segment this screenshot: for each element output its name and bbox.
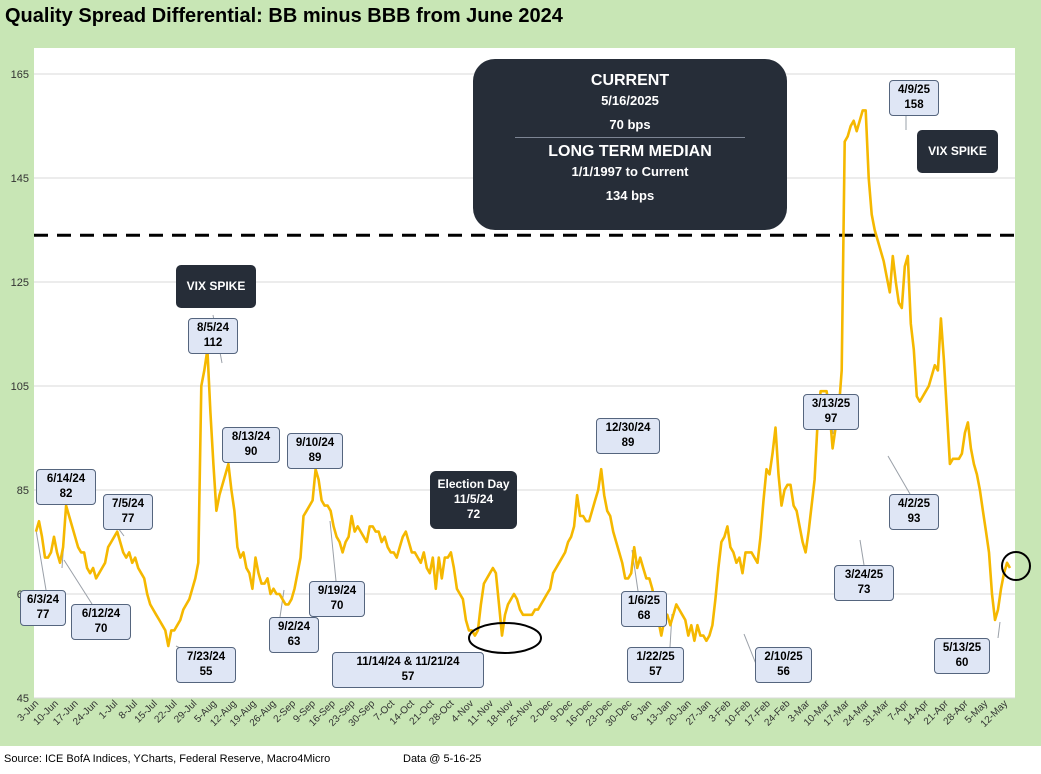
annotation-callout: 4/9/25 158 — [889, 80, 939, 116]
annotation-date: 7/5/24 — [112, 498, 144, 510]
annotation-callout: 6/3/24 77 — [20, 590, 66, 626]
annotation-date: 2/10/25 — [764, 651, 803, 663]
median-range: 1/1/1997 to Current — [571, 164, 689, 179]
y-tick-label: 165 — [11, 69, 29, 81]
leader-line — [63, 559, 93, 605]
y-tick-label: 45 — [17, 693, 29, 705]
annotation-date: 4/2/25 — [898, 498, 930, 510]
x-axis-ticks: 3-Jun10-Jun17-Jun24-Jun1-Jul8-Jul15-Jul2… — [16, 698, 1010, 730]
annotation-callout: 12/30/24 89 — [596, 418, 660, 454]
source-note: Source: ICE BofA Indices, YCharts, Feder… — [4, 753, 331, 765]
current-label: CURRENT — [590, 72, 670, 89]
annotation-label: Election Day — [437, 477, 510, 491]
annotation-value: 77 — [36, 609, 50, 621]
annotation-callout: 6/14/24 82 — [36, 469, 96, 505]
summary-box: CURRENT 5/16/2025 70 bps LONG TERM MEDIA… — [473, 59, 787, 230]
annotation-callout: 7/5/24 77 — [103, 494, 153, 530]
annotation-value: 72 — [466, 507, 481, 521]
current-point-circle — [1001, 551, 1031, 581]
annotation-value: 90 — [244, 446, 258, 458]
annotation-value: 60 — [955, 657, 969, 669]
annotation-date: 8/13/24 — [231, 431, 271, 443]
y-tick-label: 125 — [11, 277, 29, 289]
annotation-value: 158 — [904, 99, 924, 111]
annotation-date: 6/3/24 — [27, 594, 59, 606]
spread-line — [34, 109, 1012, 648]
annotation-callout: 7/23/24 55 — [176, 647, 236, 683]
annotation-callout: 9/2/24 63 — [269, 617, 319, 653]
leader-line — [887, 455, 911, 495]
y-axis-ticks: 456585105125145165 — [11, 69, 29, 705]
annotation-value: 89 — [308, 452, 322, 464]
annotation-callout: 3/24/25 73 — [834, 565, 894, 601]
data-as-of: Data @ 5-16-25 — [403, 753, 482, 765]
annotation-date: 9/10/24 — [295, 437, 335, 449]
annotation-callout: 8/13/24 90 — [222, 427, 280, 463]
y-tick-label: 145 — [11, 173, 29, 185]
annotation-value: 57 — [649, 666, 662, 678]
annotation-date: 6/14/24 — [46, 473, 86, 485]
annotation-callout: 9/19/24 70 — [309, 581, 365, 617]
annotation-callout: 9/10/24 89 — [287, 433, 343, 469]
annotation-date: 6/12/24 — [81, 608, 121, 620]
annotation-date: 3/24/25 — [844, 569, 884, 581]
annotation-value: 89 — [621, 437, 635, 449]
y-tick-label: 105 — [11, 381, 29, 393]
annotation-date: 7/23/24 — [186, 651, 226, 663]
annotation-callout: 11/14/24 & 11/21/24 57 — [332, 652, 484, 688]
median-label: LONG TERM MEDIAN — [548, 143, 712, 160]
annotation-value: 77 — [121, 513, 135, 525]
current-date: 5/16/2025 — [601, 93, 659, 108]
annotation-callout: 5/13/25 60 — [934, 638, 990, 674]
annotation-date: 11/14/24 & 11/21/24 — [356, 656, 460, 668]
current-value: 70 bps — [609, 117, 651, 132]
leader-line — [997, 621, 1001, 639]
vix-spike-label: VIX SPIKE — [917, 130, 998, 173]
y-tick-label: 85 — [17, 485, 29, 497]
annotation-value: 112 — [203, 337, 223, 349]
annotation-value: 93 — [907, 513, 921, 525]
annotation-value: 63 — [287, 636, 301, 648]
annotation-callout: 1/22/25 57 — [627, 647, 684, 683]
chart-title: Quality Spread Differential: BB minus BB… — [5, 5, 563, 27]
title-bar: Quality Spread Differential: BB minus BB… — [0, 0, 1041, 34]
annotation-date: 5/13/25 — [942, 642, 982, 654]
annotation-value: 82 — [59, 488, 73, 500]
annotation-value: 70 — [330, 600, 344, 612]
annotation-value: 97 — [824, 413, 838, 425]
annotation-date: 12/30/24 — [605, 422, 651, 434]
annotation-date: 1/6/25 — [628, 595, 660, 607]
vix-spike-label: VIX SPIKE — [176, 265, 256, 308]
leader-line — [329, 520, 337, 582]
leader-line — [35, 529, 47, 591]
x-tick-label: 1-Jul — [97, 698, 120, 721]
annotation-value: 68 — [637, 610, 651, 622]
leader-line — [279, 589, 285, 618]
annotation-callout: 4/2/25 93 — [889, 494, 939, 530]
annotation-value: 57 — [401, 671, 415, 683]
election-day-callout: Election Day 11/5/24 72 — [430, 471, 517, 529]
annotation-date: 8/5/24 — [197, 322, 229, 334]
annotation-date: 4/9/25 — [898, 84, 930, 96]
summary-divider — [515, 137, 745, 138]
annotation-date: 11/5/24 — [453, 492, 494, 506]
annotation-callout: 2/10/25 56 — [755, 647, 812, 683]
annotation-value: 56 — [777, 666, 790, 678]
annotation-date: 9/2/24 — [278, 621, 310, 633]
annotation-callout: 1/6/25 68 — [621, 591, 667, 627]
election-low-ellipse — [468, 622, 542, 654]
annotation-date: 1/22/25 — [636, 651, 675, 663]
footer: Source: ICE BofA Indices, YCharts, Feder… — [0, 746, 1041, 774]
leader-line — [743, 633, 757, 665]
annotation-date: 9/19/24 — [317, 585, 357, 597]
annotation-value: 73 — [857, 584, 871, 596]
annotation-date: 3/13/25 — [811, 398, 851, 410]
annotation-callout: 8/5/24 112 — [188, 318, 238, 354]
median-value: 134 bps — [605, 188, 655, 203]
annotation-value: 55 — [199, 666, 213, 678]
annotation-value: 70 — [94, 623, 108, 635]
leader-line — [859, 539, 865, 566]
annotation-callout: 6/12/24 70 — [71, 604, 131, 640]
annotation-callout: 3/13/25 97 — [803, 394, 859, 430]
